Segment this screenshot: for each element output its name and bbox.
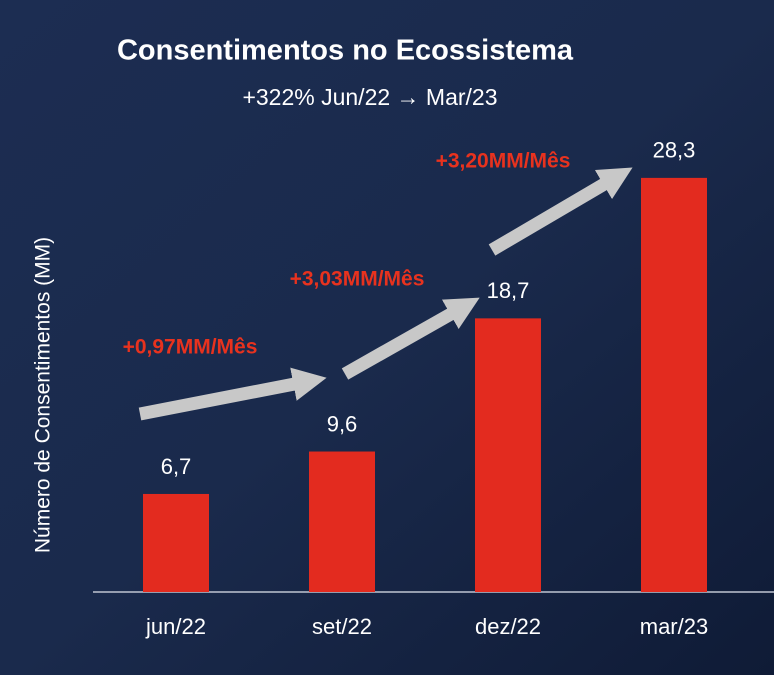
data-label: 28,3 bbox=[653, 138, 696, 163]
data-label: 9,6 bbox=[327, 411, 358, 436]
x-tick-label: mar/23 bbox=[640, 614, 708, 639]
annotation: +3,20MM/Mês bbox=[436, 150, 571, 173]
x-tick-label: dez/22 bbox=[475, 614, 541, 639]
chart-subtitle: +322% Jun/22 → Mar/23 bbox=[242, 84, 497, 110]
bar bbox=[641, 177, 707, 593]
arrow bbox=[341, 297, 480, 380]
y-axis-label: Número de Consentimentos (MM) bbox=[32, 237, 55, 553]
annotation: +3,03MM/Mês bbox=[290, 268, 425, 291]
x-tick-label: jun/22 bbox=[145, 614, 206, 639]
arrow bbox=[138, 367, 327, 421]
bar bbox=[475, 318, 541, 592]
data-label: 6,7 bbox=[161, 454, 192, 479]
annotation: +0,97MM/Mês bbox=[123, 336, 258, 359]
data-label: 18,7 bbox=[487, 278, 530, 303]
arrows bbox=[138, 167, 633, 421]
chart-title: Consentimentos no Ecossistema bbox=[117, 35, 574, 67]
arrow bbox=[488, 167, 633, 256]
bar bbox=[309, 451, 375, 592]
x-tick-label: set/22 bbox=[312, 614, 372, 639]
bar bbox=[143, 493, 209, 592]
